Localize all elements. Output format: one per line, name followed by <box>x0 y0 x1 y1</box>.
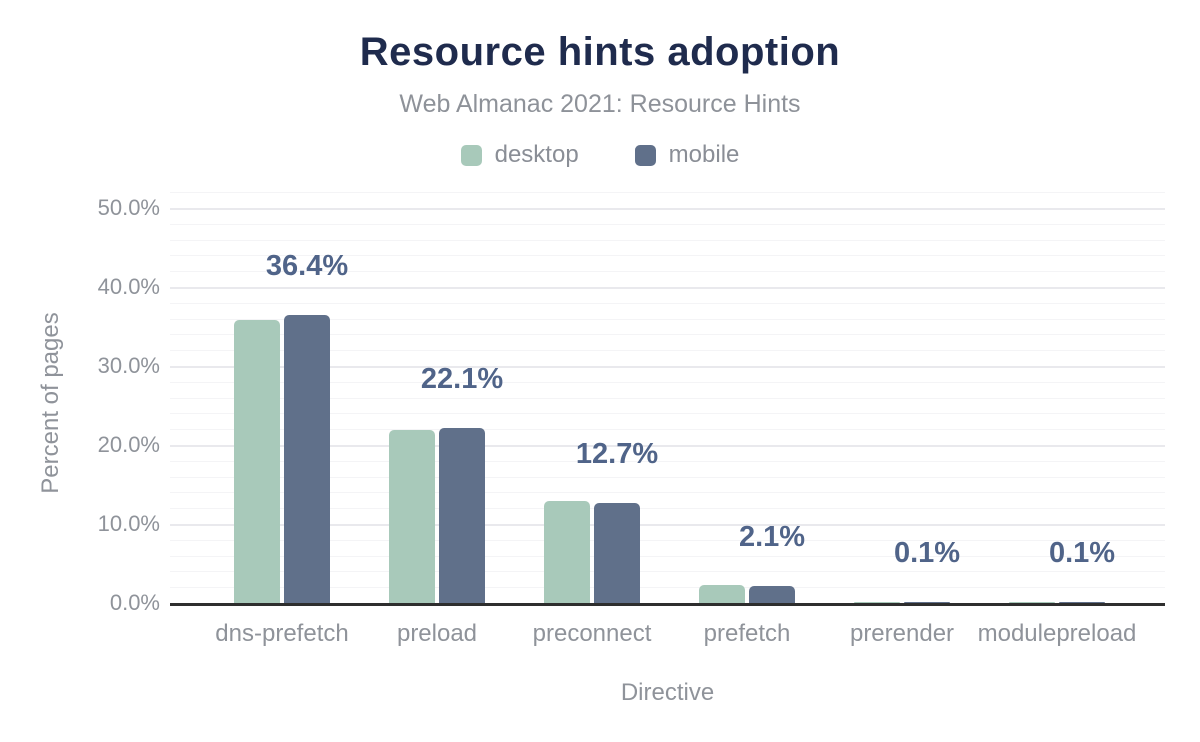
bar-mobile-prerender <box>904 602 950 603</box>
value-label: 36.4% <box>265 250 349 283</box>
x-tick-label: modulepreload <box>977 620 1137 647</box>
gridline-minor <box>170 255 1165 257</box>
bar-mobile-dns-prefetch <box>284 315 330 603</box>
legend-label: desktop <box>494 141 579 168</box>
legend-swatch-mobile-icon <box>634 144 656 166</box>
x-tick-label: prefetch <box>703 620 791 647</box>
x-tick-label: preconnect <box>532 620 652 647</box>
gridline-minor <box>170 223 1165 225</box>
value-label: 12.7% <box>575 437 659 470</box>
gridline-minor <box>170 587 1165 589</box>
bar-mobile-modulepreload <box>1059 602 1105 603</box>
gridline-major <box>170 445 1165 447</box>
gridline-major <box>170 208 1165 210</box>
gridline-minor <box>170 192 1165 194</box>
legend-item-desktop: desktop <box>460 141 579 169</box>
bar-mobile-preconnect <box>594 502 640 603</box>
gridline-minor <box>170 539 1165 541</box>
gridline-minor <box>170 508 1165 510</box>
legend-label: mobile <box>668 141 740 168</box>
gridline-minor <box>170 318 1165 320</box>
gridline-minor <box>170 571 1165 573</box>
gridline-minor <box>170 302 1165 304</box>
y-tick-label: 20.0% <box>97 432 160 457</box>
gridline-minor <box>170 413 1165 415</box>
legend-swatch-desktop-icon <box>460 144 482 166</box>
bar-desktop-preload <box>389 430 435 603</box>
chart-subtitle: Web Almanac 2021: Resource Hints <box>399 90 801 118</box>
gridline-minor <box>170 239 1165 241</box>
x-tick-label: prerender <box>849 620 955 647</box>
gridline-minor <box>170 555 1165 557</box>
gridline-minor <box>170 492 1165 494</box>
bar-desktop-modulepreload <box>1009 602 1055 603</box>
value-label: 22.1% <box>420 363 504 396</box>
gridline-major <box>170 366 1165 368</box>
gridline-minor <box>170 397 1165 399</box>
gridline-minor <box>170 381 1165 383</box>
value-label: 0.1% <box>893 537 961 570</box>
y-tick-label: 40.0% <box>97 274 160 299</box>
x-axis-title: Directive <box>620 679 715 706</box>
y-axis-title: Percent of pages <box>37 312 64 494</box>
bar-desktop-prefetch <box>699 584 745 603</box>
value-label: 0.1% <box>1048 537 1116 570</box>
gridline-minor <box>170 429 1165 431</box>
gridline-minor <box>170 350 1165 352</box>
y-tick-label: 50.0% <box>97 195 160 220</box>
bar-mobile-prefetch <box>749 586 795 603</box>
gridline-minor <box>170 334 1165 336</box>
y-tick-label: 0.0% <box>109 590 160 615</box>
x-axis-line <box>170 603 1165 606</box>
legend-item-mobile: mobile <box>634 141 740 169</box>
gridline-minor <box>170 460 1165 462</box>
bar-desktop-prerender <box>854 602 900 603</box>
gridline-major <box>170 287 1165 289</box>
gridline-minor <box>170 476 1165 478</box>
chart-legend: desktop mobile <box>0 141 1200 169</box>
x-tick-label: preload <box>396 620 478 647</box>
bar-mobile-preload <box>439 428 485 603</box>
gridline-major <box>170 524 1165 526</box>
x-tick-label: dns-prefetch <box>215 620 349 647</box>
y-tick-label: 30.0% <box>97 353 160 378</box>
y-tick-label: 10.0% <box>97 511 160 536</box>
gridline-minor <box>170 271 1165 273</box>
chart-title: Resource hints adoption <box>359 30 841 74</box>
bar-desktop-preconnect <box>544 501 590 603</box>
bar-desktop-dns-prefetch <box>234 320 280 603</box>
value-label: 2.1% <box>738 521 806 554</box>
